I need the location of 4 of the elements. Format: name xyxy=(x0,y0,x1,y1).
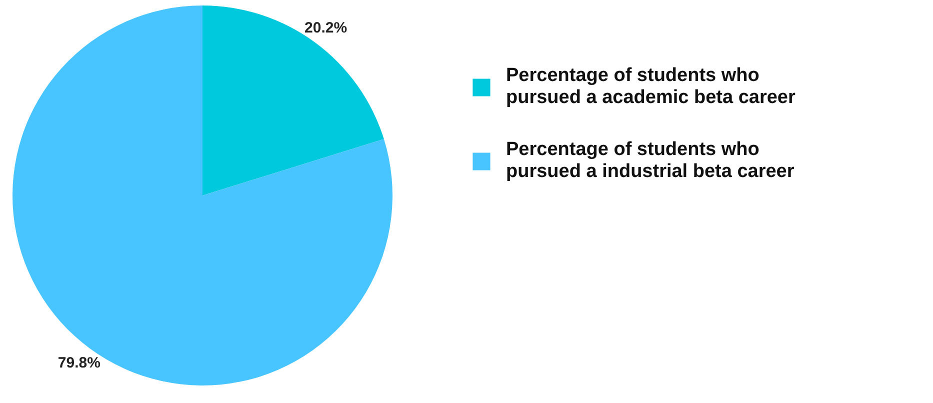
data-label: 79.8% xyxy=(58,354,100,372)
legend-label: Percentage of students who pursued a academic beta career xyxy=(506,65,796,109)
legend-label: Percentage of students who pursued a industrial beta career xyxy=(506,139,794,183)
data-label: 20.2% xyxy=(304,19,348,36)
